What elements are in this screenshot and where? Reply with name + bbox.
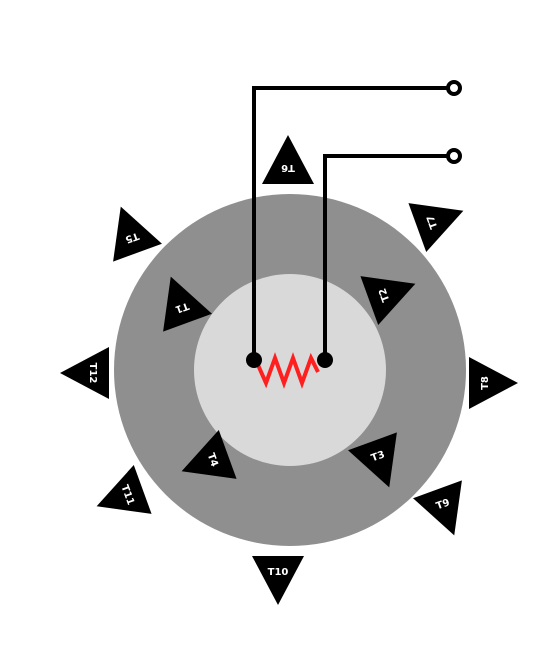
triangle-marker-icon (60, 347, 109, 399)
marker-label: T3 (370, 449, 387, 464)
thermocouple-marker-t2: T2 (360, 276, 416, 325)
marker-label: T9 (435, 497, 452, 512)
thermocouple-marker-t12: T12 (60, 347, 109, 399)
marker-label: T12 (87, 363, 98, 384)
thermocouple-marker-t11: T11 (96, 465, 152, 514)
triangle-marker-icon (181, 430, 237, 479)
thermocouple-marker-t4: T4 (181, 430, 237, 479)
marker-label: T8 (480, 376, 491, 390)
lead-wire-1 (252, 86, 448, 360)
marker-label: T1 (173, 300, 190, 315)
marker-label: T6 (281, 162, 295, 173)
lead-wires (252, 86, 448, 360)
thermocouple-marker-t5: T5 (113, 206, 162, 262)
thermocouple-marker-t8: T8 (469, 357, 518, 409)
triangle-marker-icon (408, 203, 464, 252)
open-circle-terminal-icon (446, 80, 462, 96)
marker-label: T4 (205, 452, 220, 469)
triangle-marker-icon (262, 135, 314, 184)
open-circle-terminal-icon (446, 148, 462, 164)
marker-label: T10 (268, 567, 289, 578)
lead-wire-2 (323, 154, 448, 360)
triangle-marker-icon (163, 276, 212, 332)
triangle-marker-icon (469, 357, 518, 409)
triangle-marker-icon (348, 432, 397, 488)
zigzag-resistor-icon (256, 352, 320, 389)
thermocouple-marker-t1: T1 (163, 276, 212, 332)
thermocouple-marker-t10: T10 (252, 556, 304, 605)
thermocouple-marker-t9: T9 (413, 480, 462, 536)
triangle-marker-icon (113, 206, 162, 262)
thermocouple-marker-t6: T6 (262, 135, 314, 184)
thermocouple-marker-t3: T3 (348, 432, 397, 488)
thermocouple-markers: T1 T2 T3 T4 T5 T6 T7 T8 T9 T10 T11 T12 (60, 135, 518, 605)
triangle-marker-icon (413, 480, 462, 536)
marker-label: T7 (425, 213, 440, 230)
wire-junction-dot (317, 352, 333, 368)
triangle-marker-icon (252, 556, 304, 605)
thermocouple-marker-t7: T7 (408, 203, 464, 252)
marker-label: T5 (123, 230, 140, 245)
wire-junction-dot (246, 352, 262, 368)
marker-label: T2 (377, 286, 392, 303)
triangle-marker-icon (96, 465, 152, 514)
triangle-marker-icon (360, 276, 416, 325)
